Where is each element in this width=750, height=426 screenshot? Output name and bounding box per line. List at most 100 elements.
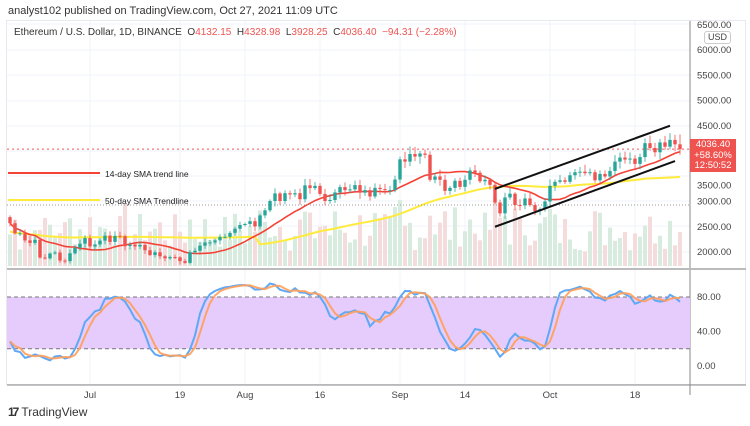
publish-info: analyst102 published on TradingView.com,… [8, 5, 338, 17]
candle-body [658, 142, 662, 153]
candle-body [678, 144, 682, 150]
volume-bar [293, 236, 297, 266]
high-value: 4328.98 [244, 27, 281, 38]
volume-bar [438, 222, 442, 266]
volume-bar [368, 235, 372, 266]
volume-bar [353, 239, 357, 266]
price-tick-label: 5500.00 [697, 70, 731, 81]
candle-body [548, 185, 552, 202]
badge-price: 4036.40 [695, 139, 731, 150]
candle-body [238, 224, 242, 229]
candle-body [138, 244, 142, 247]
candle-body [153, 252, 157, 256]
candle-body [133, 244, 137, 247]
stoch-d-line [9, 284, 681, 360]
volume-bar [173, 214, 177, 266]
volume-bar [343, 232, 347, 266]
time-tick-label: 19 [175, 390, 186, 401]
volume-bar [538, 223, 542, 266]
volume-bar [158, 222, 162, 266]
volume-bar [33, 230, 37, 266]
candle-body [673, 139, 677, 145]
volume-bar [183, 242, 187, 266]
candle-body [573, 172, 577, 176]
channel-lower-line [494, 160, 676, 228]
volume-bar [288, 250, 292, 266]
stoch-band [7, 297, 690, 349]
volume-bar [383, 214, 387, 266]
tradingview-logo[interactable]: 17 TradingView [8, 405, 88, 419]
volume-bar [323, 225, 327, 266]
volume-bar [123, 203, 127, 266]
candle-body [348, 189, 352, 191]
volume-bar [338, 229, 342, 266]
price-tick-label: 4500.00 [697, 121, 731, 132]
volume-bar [423, 238, 427, 266]
volume-bar [638, 236, 642, 266]
candle-body [528, 198, 532, 206]
candle-body [198, 245, 202, 251]
symbol-legend: Ethereum / U.S. Dollar, 1D, BINANCE O413… [14, 27, 457, 38]
volume-bar [493, 198, 497, 266]
candle-body [533, 205, 537, 212]
price-tick-label: 2000.00 [697, 247, 731, 258]
candle-body [578, 171, 582, 173]
volume-bar [618, 238, 622, 266]
candle-body [28, 240, 32, 243]
volume-bar [138, 213, 142, 266]
candle-body [243, 223, 247, 225]
candle-body [503, 197, 507, 214]
volume-bar [358, 215, 362, 266]
candle-body [313, 185, 317, 189]
price-tick-label: 6000.00 [697, 45, 731, 56]
candle-body [478, 172, 482, 182]
volume-bar [23, 235, 27, 266]
candle-body [603, 173, 607, 177]
time-tick-label: 16 [315, 390, 326, 401]
volume-bar [153, 228, 157, 266]
volume-bar [518, 217, 522, 266]
volume-bar [648, 216, 652, 266]
candle-body [563, 180, 567, 182]
volume-bar [558, 243, 562, 266]
candle-body [263, 210, 267, 216]
candle-body [378, 187, 382, 190]
time-tick-label: Oct [543, 390, 558, 401]
volume-bar [403, 225, 407, 266]
candle-body [613, 161, 617, 171]
sma14-label: 14-day SMA trend line [105, 169, 189, 179]
candle-body [668, 139, 672, 147]
candle-body [393, 179, 397, 191]
volume-bar [348, 242, 352, 266]
candle-body [433, 176, 437, 180]
candle-body [568, 175, 572, 182]
stoch-tick-label: 0.00 [697, 361, 716, 372]
volume-bar [508, 244, 512, 266]
volume-bar [308, 212, 312, 266]
volume-bar [328, 235, 332, 266]
candle-body [458, 180, 462, 187]
currency-label[interactable]: USD [704, 31, 732, 44]
candle-body [663, 142, 667, 147]
volume-bar [128, 247, 132, 266]
candle-body [208, 242, 212, 244]
volume-bar [318, 226, 322, 266]
candle-body [128, 244, 132, 247]
candle-body [38, 239, 42, 258]
volume-bar [453, 207, 457, 266]
volume-bar [18, 249, 22, 266]
open-value: 4132.15 [195, 27, 232, 38]
candle-body [273, 193, 277, 201]
volume-bar [523, 235, 527, 266]
tv-logo-icon: 17 [8, 405, 19, 419]
candle-body [488, 179, 492, 185]
badge-change: +58.60% [694, 149, 732, 161]
candle-body [93, 244, 97, 247]
sma50-label: 50-day SMA Trendline [105, 196, 189, 206]
volume-bar [68, 218, 72, 266]
candle-body [523, 198, 527, 206]
volume-bar [83, 237, 87, 266]
candle-body [553, 181, 557, 186]
candle-body [388, 190, 392, 192]
